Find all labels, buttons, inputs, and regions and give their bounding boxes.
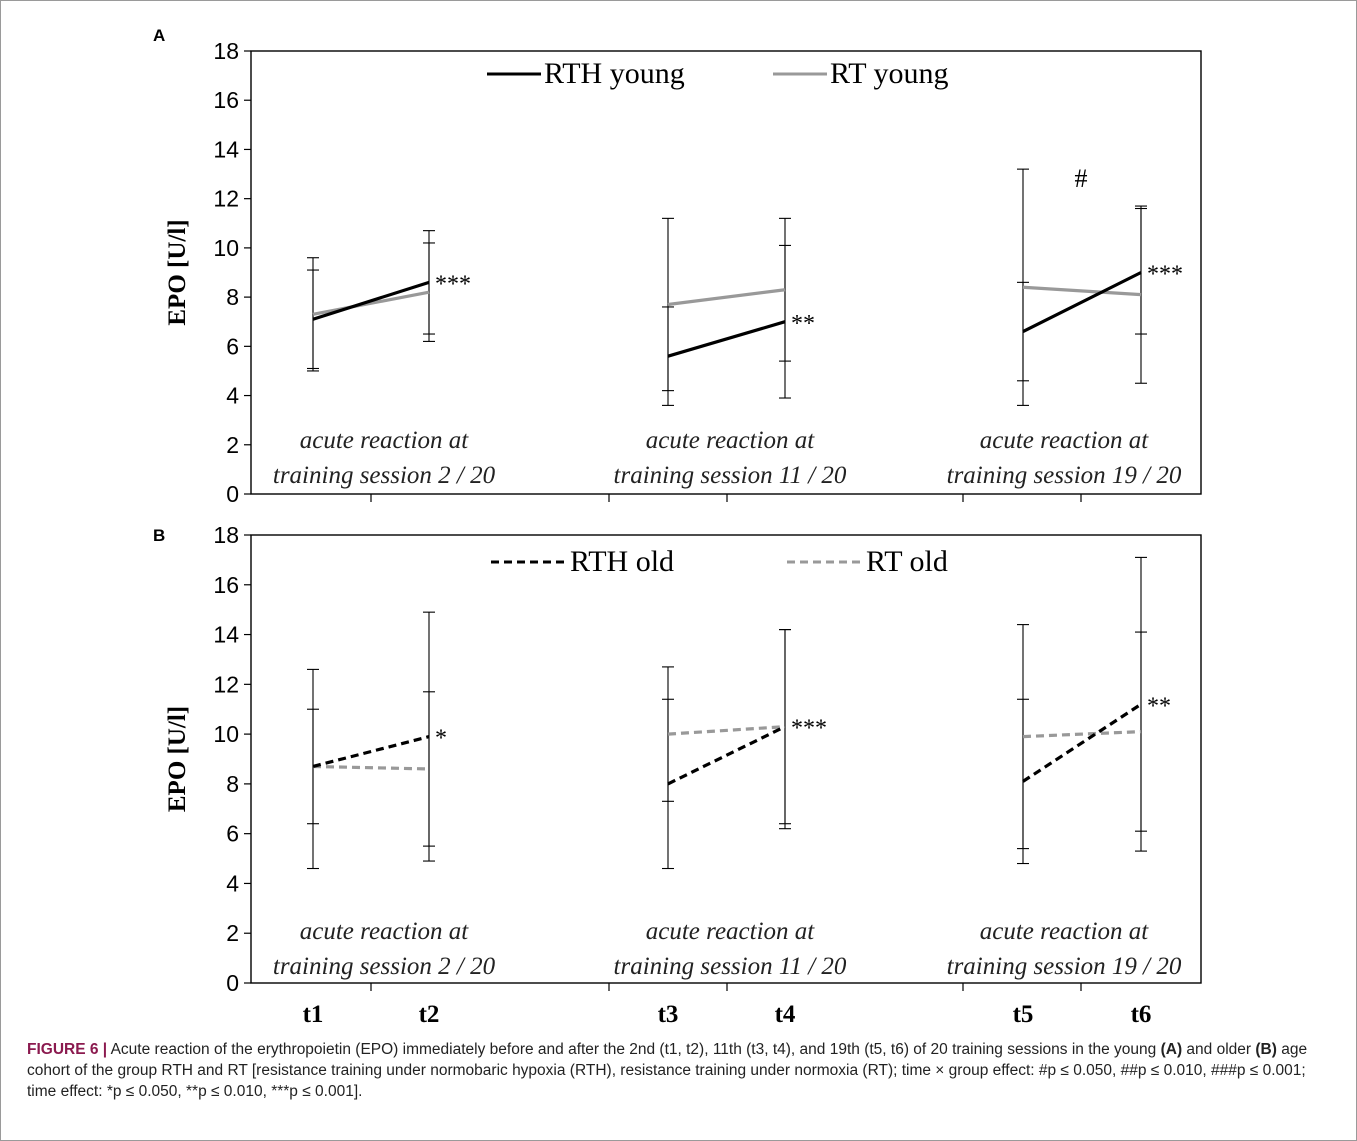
panel-b-session-label: acute reaction at	[300, 918, 470, 945]
panel-a-series-line	[312, 290, 430, 316]
panel-b-series-line	[1022, 730, 1142, 739]
panel-a-y-tick-label: 4	[226, 383, 239, 409]
panel-b-y-tick-label: 12	[213, 671, 239, 697]
panel-b-series-line	[667, 725, 786, 736]
panel-b-y-tick-label: 2	[226, 920, 239, 946]
panel-b-legend-label: RTH old	[570, 545, 674, 578]
panel-a-y-tick-label: 0	[226, 481, 239, 507]
panel-a-significance-mark: ***	[435, 271, 471, 297]
panel-b-x-tick-label: t3	[658, 1001, 679, 1028]
panel-b-y-tick-label: 6	[226, 821, 239, 847]
panel-a-series-line	[312, 280, 430, 321]
panel-b-x-tick-label: t6	[1131, 1001, 1152, 1028]
panel-a-significance-mark: #	[1075, 164, 1088, 193]
panel-b-session-label: acute reaction at	[980, 918, 1150, 945]
panel-b-x-tick-label: t1	[303, 1001, 324, 1028]
panel-a-session-label: training session 11 / 20	[614, 462, 847, 489]
panel-a-y-tick-label: 18	[213, 38, 239, 64]
caption-label: FIGURE 6 |	[27, 1041, 108, 1058]
panel-b-session-label: training session 11 / 20	[614, 953, 847, 980]
panel-a-legend-label: RT young	[830, 57, 949, 90]
panel-b-y-axis-label: EPO [U/l]	[164, 706, 191, 812]
panel-b-x-tick-label: t4	[775, 1001, 796, 1028]
panel-b-y-tick-label: 4	[226, 870, 239, 896]
panel-a-session-label: training session 2 / 20	[273, 462, 496, 489]
panel-b-y-tick-label: 10	[213, 721, 239, 747]
panel-a-letter: A	[153, 26, 165, 45]
panel-b-significance-mark: ***	[791, 716, 827, 742]
panel-a-session-label: acute reaction at	[646, 427, 816, 454]
panel-a-series-line	[1022, 285, 1142, 297]
panel-a-series-line	[667, 288, 786, 307]
panel-b-y-tick-label: 16	[213, 572, 239, 598]
figure-caption: FIGURE 6 | Acute reaction of the erythro…	[27, 1039, 1339, 1102]
panel-b-y-tick-label: 0	[226, 970, 239, 996]
panel-b-session-label: training session 19 / 20	[947, 953, 1182, 980]
panel-b-series-line	[312, 735, 430, 769]
panel-a-session-label: training session 19 / 20	[947, 462, 1182, 489]
panel-a-series-line	[667, 320, 786, 358]
panel-a-y-tick-label: 12	[213, 186, 239, 212]
panel-a-legend-label: RTH young	[544, 57, 685, 90]
panel-a-session-label: acute reaction at	[300, 427, 470, 454]
panel-b-series-line	[1022, 702, 1142, 783]
panel-a-plot-frame	[250, 50, 1202, 495]
panel-a-significance-mark: ***	[1147, 262, 1183, 288]
panel-a-y-tick-label: 10	[213, 235, 239, 261]
panel-b-plot-frame	[250, 534, 1202, 984]
panel-b-series-line	[312, 764, 430, 771]
caption-panel-a: (A)	[1160, 1041, 1183, 1058]
panel-a-y-tick-label: 16	[213, 87, 239, 113]
panel-b-x-tick-label: t5	[1013, 1001, 1034, 1028]
panel-b-session-label: acute reaction at	[646, 918, 816, 945]
panel-b-significance-mark: **	[1147, 693, 1171, 719]
panel-a-significance-mark: **	[791, 311, 815, 337]
caption-panel-b: (B)	[1255, 1041, 1277, 1058]
panel-a-series-line	[1022, 271, 1142, 333]
panel-b-y-tick-label: 18	[213, 522, 239, 548]
panel-b-series-line	[667, 725, 786, 786]
panel-a-y-tick-label: 8	[226, 284, 239, 310]
panel-b-significance-mark: *	[435, 726, 447, 752]
panel-b-session-label: training session 2 / 20	[273, 953, 496, 980]
panel-a-y-axis-label: EPO [U/l]	[164, 219, 191, 325]
panel-a-y-tick-label: 2	[226, 432, 239, 458]
panel-b-y-tick-label: 14	[213, 622, 239, 648]
figure-6-chart: A 0 2 4 6 8 10 12 14 16 18 EPO [U/l] acute reaction …	[153, 26, 1202, 1028]
panel-b-y-tick-label: 8	[226, 771, 239, 797]
panel-b-legend-label: RT old	[866, 545, 948, 578]
caption-text-1: Acute reaction of the erythropoietin (EP…	[107, 1041, 1161, 1058]
panel-b-x-tick-label: t2	[419, 1001, 440, 1028]
caption-text-3: age cohort of the group RTH and RT [resi…	[27, 1041, 1308, 1100]
panel-a-session-label: acute reaction at	[980, 427, 1150, 454]
panel-b-letter: B	[153, 526, 165, 545]
panel-a-y-tick-label: 6	[226, 333, 239, 359]
caption-text-2: and older	[1182, 1041, 1256, 1058]
panel-a-y-tick-label: 14	[213, 136, 239, 162]
